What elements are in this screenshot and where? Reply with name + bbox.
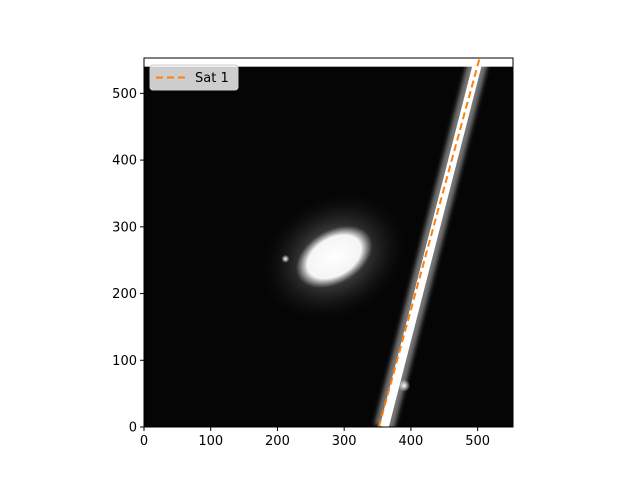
star (281, 254, 290, 263)
x-tick-label: 400 (398, 434, 423, 449)
y-tick-label: 200 (112, 287, 137, 302)
satellite-streak (379, 58, 484, 427)
y-tick-label: 300 (112, 220, 137, 235)
y-tick-label: 0 (129, 421, 137, 436)
image-layer (144, 58, 513, 427)
x-axis: 0 100 200 300 400 500 (140, 427, 490, 449)
axes-frame (143, 57, 514, 428)
legend: Sat 1 (149, 64, 239, 91)
x-tick-label: 200 (265, 434, 290, 449)
series-line-sat-1 (377, 58, 481, 427)
y-tick-label: 100 (112, 354, 137, 369)
x-tick-label: 100 (198, 434, 223, 449)
galaxy-core (295, 225, 373, 288)
x-tick-label: 0 (140, 434, 148, 449)
y-axis: 0 100 200 300 400 500 (112, 87, 144, 436)
legend-label-sat-1: Sat 1 (195, 71, 229, 86)
x-tick-label: 300 (332, 434, 357, 449)
x-tick-label: 500 (465, 434, 490, 449)
legend-box (149, 64, 239, 91)
y-tick-label: 500 (112, 87, 137, 102)
y-tick-label: 400 (112, 154, 137, 169)
